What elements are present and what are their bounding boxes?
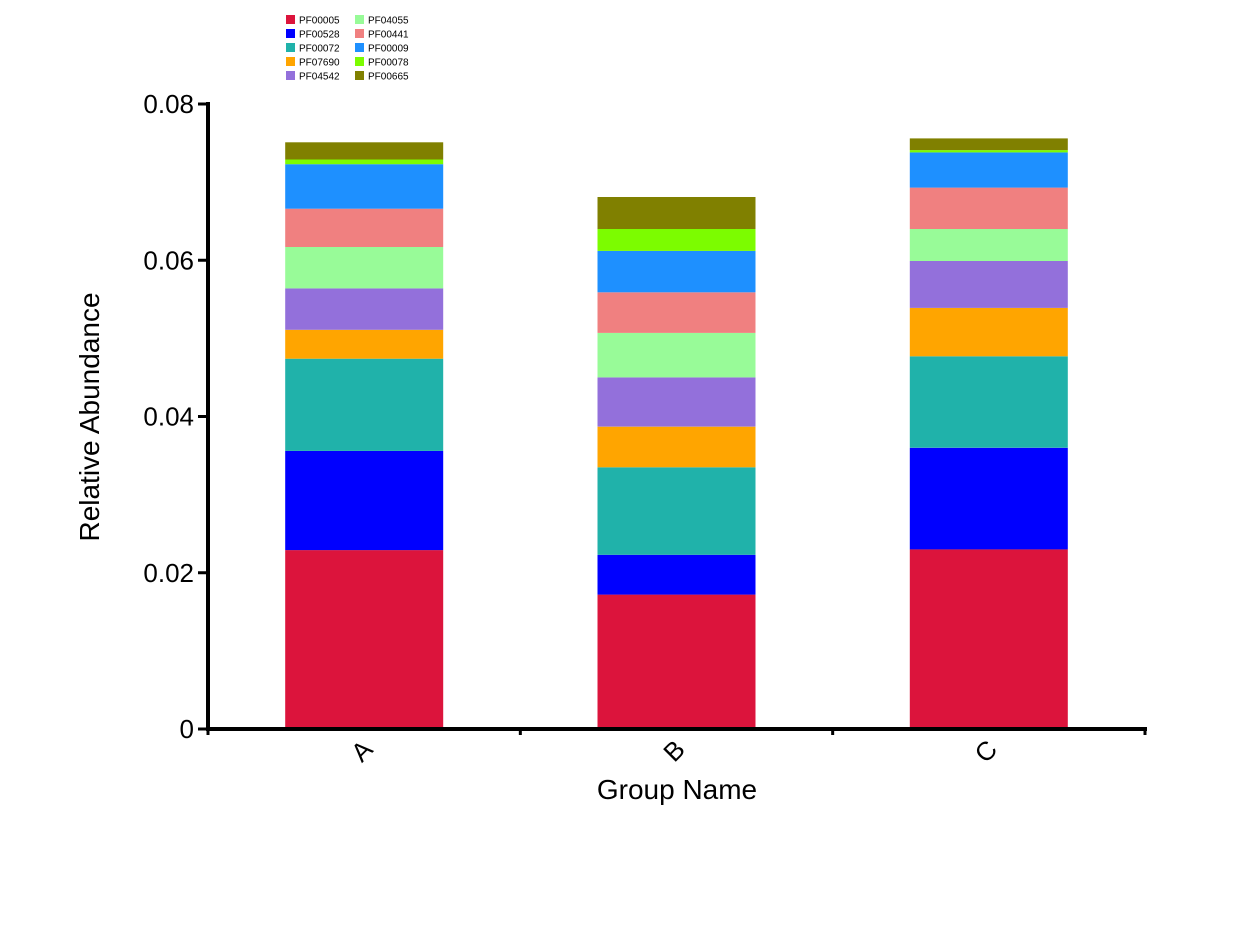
legend-swatch-PF00072: [286, 43, 295, 52]
bar-segment-C-PF00441: [909, 187, 1068, 229]
bar-segment-A-PF00441: [285, 208, 444, 247]
bar-segment-C-PF00009: [909, 152, 1068, 188]
bar-segment-B-PF07690: [597, 426, 756, 468]
bar-segment-B-PF00528: [597, 554, 756, 595]
y-tick-label-0.02: 0.02: [143, 558, 194, 588]
bar-segment-A-PF04055: [285, 247, 444, 289]
bar-segment-A-PF00528: [285, 450, 444, 551]
bar-segment-A-PF04542: [285, 288, 444, 330]
y-tick-label-0: 0: [180, 714, 194, 744]
bar-segment-B-PF00665: [597, 197, 756, 229]
bar-segment-C-PF00528: [909, 447, 1068, 550]
x-tick-label-B: B: [657, 734, 690, 767]
bar-segment-A-PF00072: [285, 358, 444, 451]
legend-swatch-PF00005: [286, 15, 295, 24]
x-axis-title: Group Name: [597, 774, 757, 805]
bar-segment-B-PF00005: [597, 594, 756, 729]
legend-label-PF07690: PF07690: [299, 58, 340, 69]
bar-segment-A-PF00665: [285, 142, 444, 160]
bar-segment-B-PF04542: [597, 377, 756, 427]
bar-segment-B-PF00072: [597, 467, 756, 555]
bars-layer: [285, 138, 1068, 729]
legend-label-PF04055: PF04055: [368, 16, 409, 27]
legend-label-PF00528: PF00528: [299, 30, 340, 41]
legend-swatch-PF00441: [355, 29, 364, 38]
bar-segment-B-PF00078: [597, 229, 756, 251]
bar-segment-A-PF00005: [285, 550, 444, 729]
legend-label-PF00005: PF00005: [299, 16, 340, 27]
legend-label-PF00009: PF00009: [368, 44, 409, 55]
y-axis-title: Relative Abundance: [74, 292, 105, 541]
y-tick-label-0.06: 0.06: [143, 245, 194, 275]
bar-segment-C-PF04542: [909, 261, 1068, 308]
bar-segment-C-PF00665: [909, 138, 1068, 151]
bar-segment-C-PF00005: [909, 549, 1068, 729]
legend-swatch-PF00009: [355, 43, 364, 52]
bar-segment-A-PF07690: [285, 329, 444, 359]
bar-segment-A-PF00009: [285, 164, 444, 209]
x-tick-label-C: C: [969, 734, 1003, 768]
bar-segment-B-PF00441: [597, 292, 756, 333]
legend-label-PF00441: PF00441: [368, 30, 409, 41]
legend-label-PF00665: PF00665: [368, 72, 409, 83]
legend: PF00005 PF00528 PF00072 PF07690 PF04542 PF040…: [286, 15, 409, 83]
legend-label-PF00072: PF00072: [299, 44, 340, 55]
legend-label-PF04542: PF04542: [299, 72, 340, 83]
x-tick-label-A: A: [345, 734, 379, 768]
legend-label-PF00078: PF00078: [368, 58, 409, 69]
bar-segment-B-PF04055: [597, 332, 756, 378]
legend-swatch-PF04542: [286, 71, 295, 80]
bar-segment-B-PF00009: [597, 250, 756, 293]
legend-swatch-PF07690: [286, 57, 295, 66]
bar-segment-C-PF00078: [909, 150, 1068, 153]
bar-segment-C-PF07690: [909, 307, 1068, 357]
bar-segment-A-PF00078: [285, 159, 444, 165]
legend-swatch-PF04055: [355, 15, 364, 24]
bar-segment-C-PF00072: [909, 356, 1068, 448]
legend-swatch-PF00528: [286, 29, 295, 38]
bar-segment-C-PF04055: [909, 229, 1068, 261]
legend-swatch-PF00665: [355, 71, 364, 80]
y-tick-label-0.04: 0.04: [143, 402, 194, 432]
legend-swatch-PF00078: [355, 57, 364, 66]
y-tick-label-0.08: 0.08: [143, 89, 194, 119]
